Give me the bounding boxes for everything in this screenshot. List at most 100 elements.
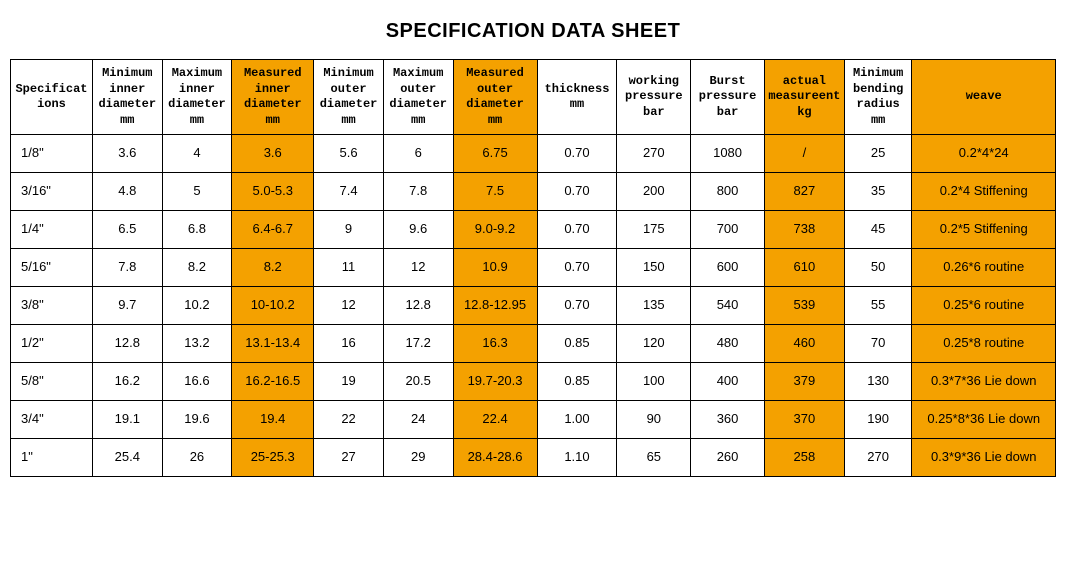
col-header: Burst pressure bar	[691, 60, 765, 135]
table-cell: 0.85	[537, 363, 617, 401]
table-cell: 480	[691, 325, 765, 363]
col-header: Maximum outer diameter mm	[383, 60, 453, 135]
table-cell: 5/8"	[11, 363, 93, 401]
table-cell: 5/16"	[11, 249, 93, 287]
table-cell: 540	[691, 287, 765, 325]
table-row: 3/16"4.855.0-5.37.47.87.50.7020080082735…	[11, 173, 1056, 211]
table-cell: 22	[314, 401, 384, 439]
table-row: 1/2"12.813.213.1-13.41617.216.30.8512048…	[11, 325, 1056, 363]
table-cell: 0.70	[537, 173, 617, 211]
table-cell: 29	[383, 439, 453, 477]
table-row: 1"25.42625-25.3272928.4-28.61.1065260258…	[11, 439, 1056, 477]
table-cell: 0.2*4*24	[912, 135, 1056, 173]
table-cell: 19.6	[162, 401, 232, 439]
table-cell: 20.5	[383, 363, 453, 401]
table-cell: 5.6	[314, 135, 384, 173]
table-cell: 175	[617, 211, 691, 249]
table-cell: 0.85	[537, 325, 617, 363]
table-cell: 1"	[11, 439, 93, 477]
table-cell: 200	[617, 173, 691, 211]
table-cell: 22.4	[453, 401, 537, 439]
col-header: actual measureent kg	[764, 60, 844, 135]
table-cell: 7.8	[383, 173, 453, 211]
table-cell: 7.5	[453, 173, 537, 211]
table-cell: 10.9	[453, 249, 537, 287]
table-cell: 19.7-20.3	[453, 363, 537, 401]
table-cell: 16.6	[162, 363, 232, 401]
table-cell: 1.00	[537, 401, 617, 439]
table-cell: 16	[314, 325, 384, 363]
table-cell: 10-10.2	[232, 287, 314, 325]
table-cell: 12.8	[383, 287, 453, 325]
table-cell: 19.1	[92, 401, 162, 439]
col-header: Specifications	[11, 60, 93, 135]
table-cell: 55	[844, 287, 912, 325]
table-row: 3/4"19.119.619.4222422.41.00903603701900…	[11, 401, 1056, 439]
table-cell: 16.3	[453, 325, 537, 363]
col-header: Measured inner diameter mm	[232, 60, 314, 135]
table-cell: 0.26*6 routine	[912, 249, 1056, 287]
table-cell: 3/8"	[11, 287, 93, 325]
col-header: Measured outer diameter mm	[453, 60, 537, 135]
table-cell: 0.25*8 routine	[912, 325, 1056, 363]
table-cell: 4.8	[92, 173, 162, 211]
spec-table: SpecificationsMinimum inner diameter mmM…	[10, 59, 1056, 477]
col-header: thickness mm	[537, 60, 617, 135]
col-header: Maximum inner diameter mm	[162, 60, 232, 135]
col-header: weave	[912, 60, 1056, 135]
table-cell: 11	[314, 249, 384, 287]
table-cell: 45	[844, 211, 912, 249]
table-row: 1/4"6.56.86.4-6.799.69.0-9.20.7017570073…	[11, 211, 1056, 249]
table-cell: 19	[314, 363, 384, 401]
table-cell: 0.2*5 Stiffening	[912, 211, 1056, 249]
table-cell: 4	[162, 135, 232, 173]
table-cell: 27	[314, 439, 384, 477]
table-cell: 25.4	[92, 439, 162, 477]
table-cell: 0.25*8*36 Lie down	[912, 401, 1056, 439]
table-cell: 0.70	[537, 249, 617, 287]
table-cell: 260	[691, 439, 765, 477]
table-cell: 3/16"	[11, 173, 93, 211]
table-cell: 6	[383, 135, 453, 173]
table-row: 3/8"9.710.210-10.21212.812.8-12.950.7013…	[11, 287, 1056, 325]
table-cell: 6.75	[453, 135, 537, 173]
table-cell: 17.2	[383, 325, 453, 363]
table-cell: 120	[617, 325, 691, 363]
table-cell: 90	[617, 401, 691, 439]
table-cell: 8.2	[162, 249, 232, 287]
table-cell: 8.2	[232, 249, 314, 287]
table-cell: 1/2"	[11, 325, 93, 363]
table-cell: 3.6	[232, 135, 314, 173]
table-cell: 258	[764, 439, 844, 477]
table-header-row: SpecificationsMinimum inner diameter mmM…	[11, 60, 1056, 135]
table-cell: 24	[383, 401, 453, 439]
table-cell: 12.8-12.95	[453, 287, 537, 325]
table-body: 1/8"3.643.65.666.750.702701080/250.2*4*2…	[11, 135, 1056, 477]
table-cell: 10.2	[162, 287, 232, 325]
table-cell: 6.4-6.7	[232, 211, 314, 249]
table-cell: 0.3*7*36 Lie down	[912, 363, 1056, 401]
table-cell: 6.5	[92, 211, 162, 249]
col-header: Minimum inner diameter mm	[92, 60, 162, 135]
table-cell: 25-25.3	[232, 439, 314, 477]
table-cell: 5	[162, 173, 232, 211]
table-cell: 0.70	[537, 211, 617, 249]
table-cell: 400	[691, 363, 765, 401]
col-header: working pressure bar	[617, 60, 691, 135]
table-cell: 9	[314, 211, 384, 249]
table-row: 1/8"3.643.65.666.750.702701080/250.2*4*2…	[11, 135, 1056, 173]
table-cell: 16.2-16.5	[232, 363, 314, 401]
table-cell: 19.4	[232, 401, 314, 439]
table-cell: 9.0-9.2	[453, 211, 537, 249]
table-cell: 12.8	[92, 325, 162, 363]
table-cell: 1/4"	[11, 211, 93, 249]
table-cell: 270	[844, 439, 912, 477]
table-row: 5/8"16.216.616.2-16.51920.519.7-20.30.85…	[11, 363, 1056, 401]
table-cell: 0.25*6 routine	[912, 287, 1056, 325]
table-cell: 13.1-13.4	[232, 325, 314, 363]
table-cell: 600	[691, 249, 765, 287]
table-cell: 360	[691, 401, 765, 439]
table-cell: 130	[844, 363, 912, 401]
table-cell: 0.70	[537, 287, 617, 325]
table-cell: 460	[764, 325, 844, 363]
